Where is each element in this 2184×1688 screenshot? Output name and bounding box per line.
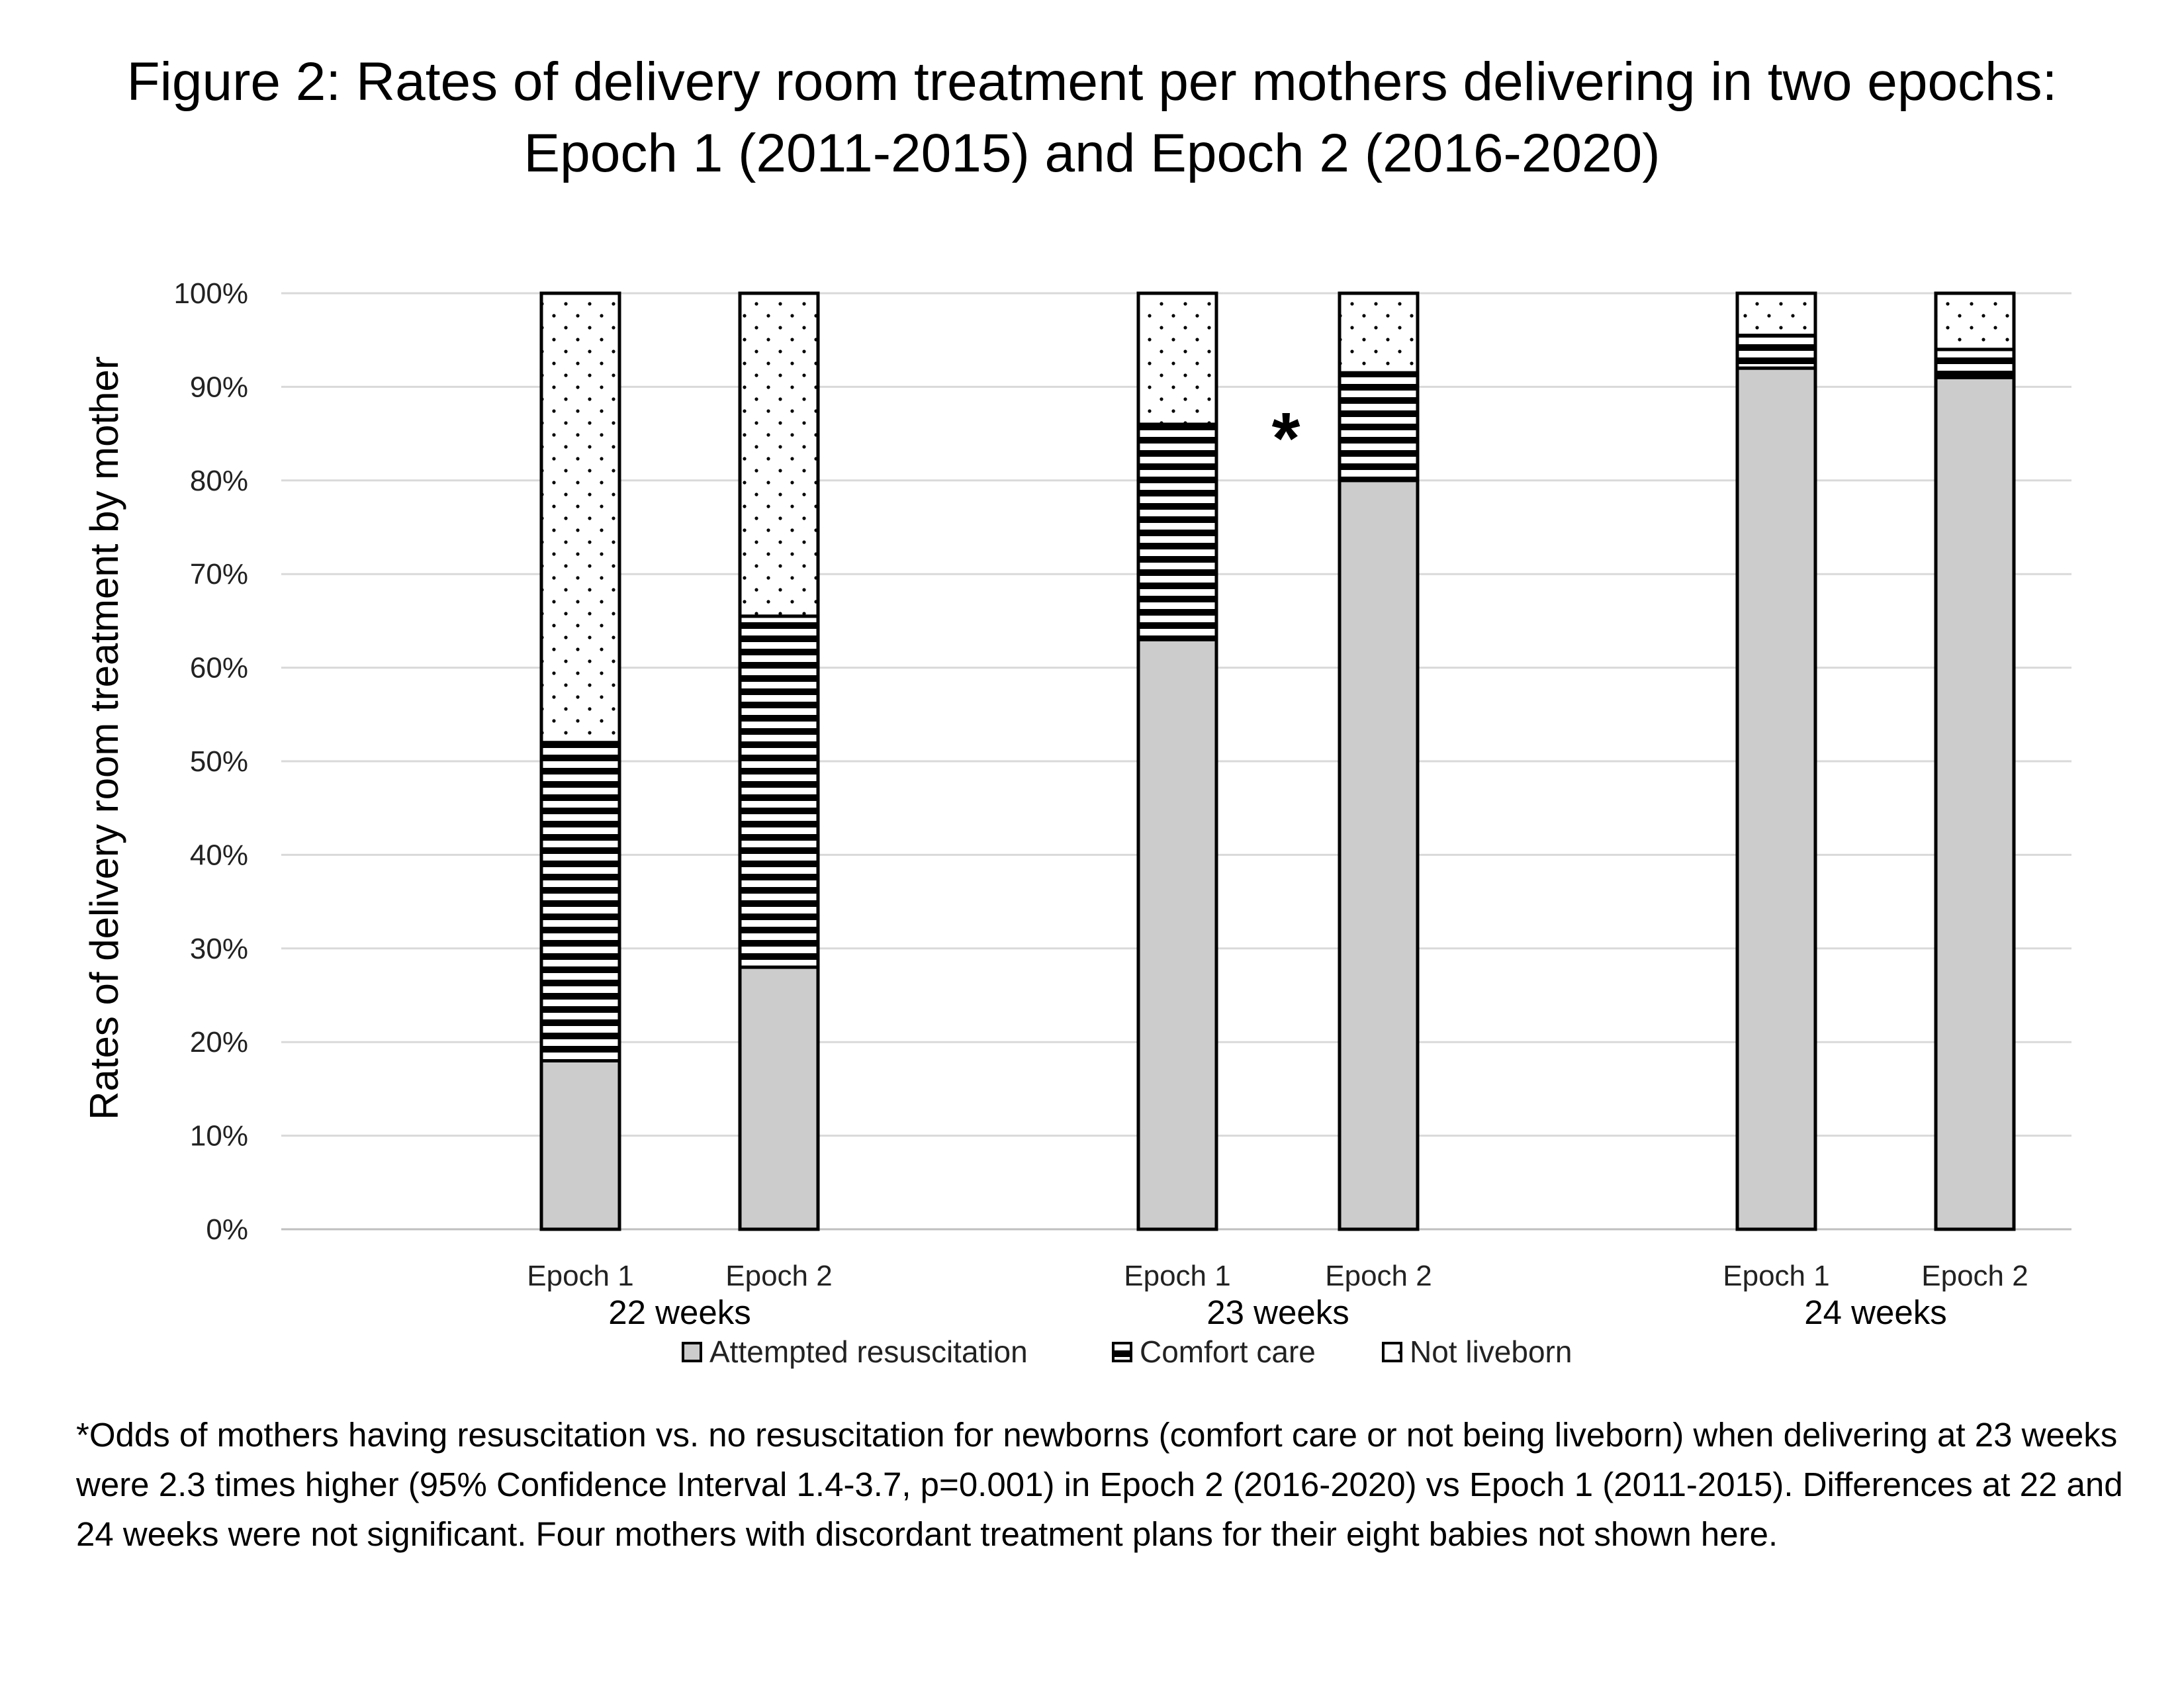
bar-segment [1934,348,2016,379]
x-group-label: 24 weeks [1804,1293,1946,1331]
bar-segment [1136,422,1218,641]
x-category-label: Epoch 1 [1723,1260,1829,1292]
y-tick-label: 90% [190,371,248,403]
x-category-label: Epoch 2 [1921,1260,2028,1292]
bar-segment [539,1058,621,1231]
y-tick-label: 20% [190,1026,248,1058]
bar-segment [1735,366,1817,1231]
legend-swatch [1112,1342,1132,1362]
legend-label: Not liveborn [1410,1335,1572,1369]
footnote: *Odds of mothers having resuscitation vs… [76,1416,2123,1553]
y-tick-label: 50% [190,745,248,778]
bar-segment [1338,291,1420,375]
annotations: * [1272,398,1300,479]
y-axis-label: Rates of delivery room treatment by moth… [82,356,126,1120]
stacked-bar-chart: 0% 10% 20% 30% 40% 50% 60% 70% 80% 90% 100% Rates … [82,277,2071,1369]
legend-swatch [1382,1342,1402,1362]
bar-segment [1934,375,2016,1231]
legend: Attempted resuscitation Comfort care Not l… [682,1335,1572,1369]
chart-title: Figure 2: Rates of delivery room treatme… [0,46,2184,189]
bar-segment [1136,291,1218,426]
x-category-label: Epoch 2 [1325,1260,1432,1292]
legend-label: Attempted resuscitation [709,1335,1028,1369]
legend-label: Comfort care [1140,1335,1316,1369]
bar-segment [539,291,621,745]
y-tick-label: 0% [206,1213,248,1246]
y-tick-label: 30% [190,933,248,965]
y-tick-label: 70% [190,558,248,590]
y-tick-label: 60% [190,652,248,684]
bar-segment [738,291,820,618]
chart-title-line1: Figure 2: Rates of delivery room treatme… [126,52,2058,112]
bar-segment [539,741,621,1062]
bar-segment [1338,479,1420,1231]
legend-swatch [682,1342,702,1362]
bar-segment [1735,291,1817,338]
y-tick-label: 40% [190,839,248,871]
x-category-label: Epoch 1 [1124,1260,1230,1292]
bar-segment [1338,371,1420,483]
significance-asterisk: * [1272,398,1300,479]
x-category-label: Epoch 2 [725,1260,832,1292]
chart-title-line2: Epoch 1 (2011-2015) and Epoch 2 (2016-20… [523,123,1661,183]
x-group-label: 23 weeks [1206,1293,1349,1331]
bars [539,291,2016,1231]
y-axis-ticks: 0% 10% 20% 30% 40% 50% 60% 70% 80% 90% 100% [173,277,248,1246]
bar-segment [1136,637,1218,1231]
bar-segment [1735,334,1817,370]
x-group-label: 22 weeks [608,1293,751,1331]
bar-segment [1934,291,2016,352]
x-category-label: Epoch 1 [527,1260,633,1292]
bar-segment [738,965,820,1231]
y-tick-label: 10% [190,1120,248,1152]
y-tick-label: 80% [190,465,248,497]
y-tick-label: 100% [173,277,248,310]
bar-segment [738,614,820,969]
